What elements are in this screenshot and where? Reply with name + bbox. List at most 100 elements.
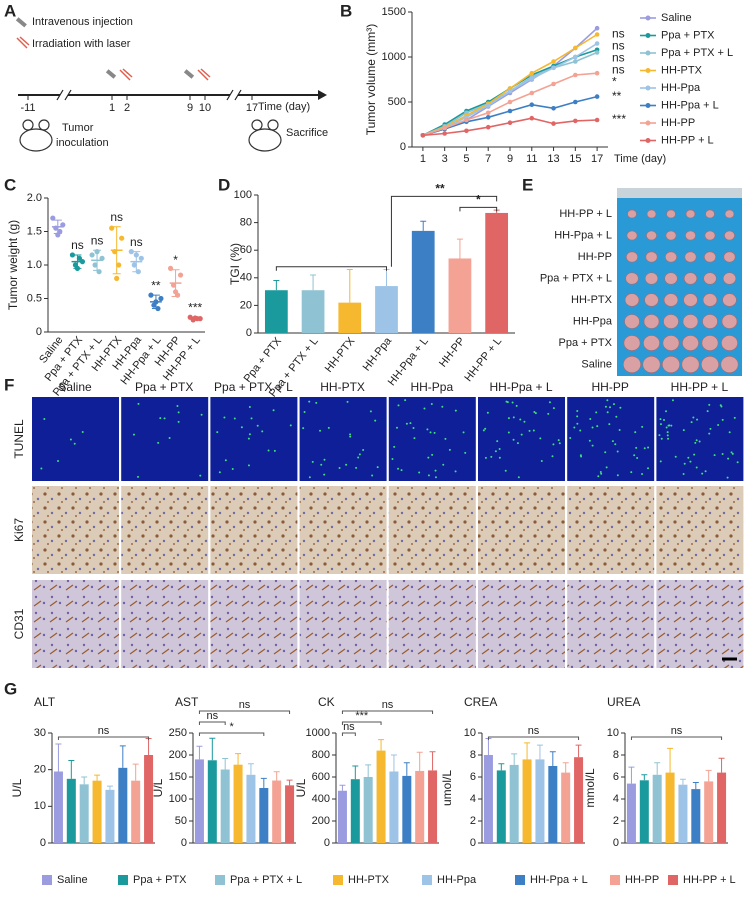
point bbox=[485, 110, 491, 116]
error-bar bbox=[73, 254, 82, 269]
fluorescence-dot bbox=[647, 467, 650, 470]
x-tick-label: 5 bbox=[463, 153, 469, 165]
fluorescence-dot bbox=[520, 433, 523, 436]
fluorescence-dot bbox=[666, 434, 669, 437]
point bbox=[92, 262, 98, 268]
point bbox=[529, 102, 535, 107]
panel-letter: C bbox=[4, 175, 16, 194]
fluorescence-dot bbox=[695, 439, 698, 442]
fluorescence-dot bbox=[674, 455, 677, 458]
fluorescence-dot bbox=[633, 454, 636, 457]
fluorescence-dot bbox=[636, 456, 639, 459]
bar bbox=[428, 770, 438, 843]
micrograph bbox=[32, 486, 119, 574]
point bbox=[442, 131, 447, 136]
error-bar bbox=[420, 220, 427, 231]
fluorescence-dot bbox=[695, 466, 698, 469]
significance-label: ns bbox=[612, 63, 625, 77]
fluorescence-dot bbox=[733, 416, 736, 419]
fluorescence-dot bbox=[611, 440, 614, 443]
timeline-day: 17 bbox=[246, 102, 258, 114]
tumor bbox=[702, 314, 718, 329]
bar bbox=[118, 767, 128, 843]
row-label: TUNEL bbox=[12, 419, 26, 459]
y-axis-label: U/L bbox=[10, 778, 24, 797]
timeline-day: 9 bbox=[187, 102, 193, 114]
panel-letter: B bbox=[340, 1, 352, 20]
micrograph bbox=[656, 580, 744, 668]
fluorescence-dot bbox=[523, 420, 526, 423]
fluorescence-dot bbox=[591, 426, 594, 429]
y-tick-label: 8 bbox=[470, 749, 476, 761]
tumor bbox=[705, 209, 715, 219]
y-tick-label: 0 bbox=[40, 837, 46, 849]
y-tick-label: 60 bbox=[240, 244, 252, 256]
fluorescence-dot bbox=[615, 415, 618, 418]
fluorescence-dot bbox=[454, 409, 457, 412]
bar bbox=[574, 757, 584, 843]
error-bar bbox=[511, 753, 518, 765]
fluorescence-dot bbox=[177, 411, 180, 414]
x-tick-label: HH-Ppa bbox=[361, 335, 395, 374]
micrograph bbox=[32, 580, 119, 668]
photo-row-label: HH-PP + L bbox=[559, 208, 612, 220]
y-tick-label: 8 bbox=[613, 749, 619, 761]
significance-label: *** bbox=[355, 710, 369, 722]
x-tick-label: HH-PP + L bbox=[462, 335, 504, 384]
point bbox=[420, 133, 426, 138]
fluorescence-dot bbox=[231, 467, 234, 470]
fluorescence-dot bbox=[369, 410, 372, 413]
fluorescence-dot bbox=[349, 435, 352, 438]
significance-label: ns bbox=[612, 51, 625, 65]
bar bbox=[411, 230, 435, 333]
point bbox=[573, 118, 578, 124]
tumor bbox=[723, 251, 736, 263]
bar bbox=[389, 771, 399, 843]
photo-row-label: HH-Ppa + L bbox=[554, 229, 612, 241]
tumor bbox=[646, 209, 657, 219]
y-axis-label: U/L bbox=[151, 778, 165, 797]
fluorescence-dot bbox=[289, 424, 292, 427]
photo-row-label: HH-PP bbox=[578, 251, 612, 263]
bar bbox=[535, 759, 545, 843]
fluorescence-dot bbox=[393, 445, 396, 448]
syringe-icon bbox=[183, 69, 195, 79]
legend-swatch bbox=[668, 875, 678, 885]
fluorescence-dot bbox=[614, 443, 617, 446]
fluorescence-dot bbox=[596, 425, 599, 428]
tumor bbox=[704, 230, 716, 241]
x-tick-label: 11 bbox=[526, 153, 537, 165]
legend-label: HH-PP + L bbox=[683, 874, 736, 886]
tumor bbox=[626, 230, 638, 241]
micrograph bbox=[388, 397, 476, 481]
bar bbox=[131, 780, 141, 843]
significance-label: * bbox=[229, 721, 234, 733]
fluorescence-dot bbox=[427, 474, 430, 477]
y-tick-label: 50 bbox=[175, 815, 187, 827]
fluorescence-dot bbox=[569, 436, 572, 439]
micrograph bbox=[656, 486, 744, 574]
tumor bbox=[684, 251, 697, 263]
fluorescence-dot bbox=[692, 416, 695, 419]
micrograph bbox=[567, 397, 655, 481]
bar bbox=[652, 774, 662, 843]
bar bbox=[144, 755, 154, 843]
significance-label: ** bbox=[435, 182, 445, 196]
y-tick-label: 1000 bbox=[382, 51, 406, 63]
fluorescence-dot bbox=[431, 453, 434, 456]
chart-title: CK bbox=[318, 695, 335, 709]
bar bbox=[92, 780, 102, 843]
point bbox=[594, 41, 600, 46]
fluorescence-dot bbox=[597, 475, 600, 478]
fluorescence-dot bbox=[713, 454, 716, 457]
tumor bbox=[700, 355, 719, 373]
x-tick-label: 15 bbox=[569, 153, 581, 165]
fluorescence-dot bbox=[693, 453, 696, 456]
fluorescence-dot bbox=[434, 476, 437, 479]
error-bar bbox=[575, 744, 582, 758]
fluorescence-dot bbox=[200, 413, 203, 416]
fluorescence-dot bbox=[272, 409, 275, 412]
fluorescence-dot bbox=[349, 433, 352, 436]
bar bbox=[691, 789, 701, 843]
